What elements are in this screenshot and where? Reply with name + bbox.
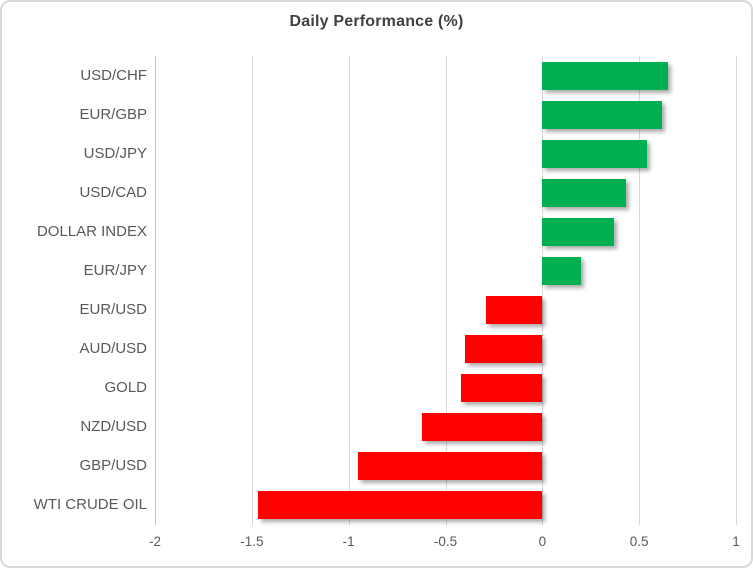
bar-gbp-usd bbox=[358, 452, 543, 481]
bar-eur-jpy bbox=[542, 256, 582, 285]
gridline--2 bbox=[155, 56, 156, 525]
bar-usd-chf bbox=[542, 61, 669, 90]
category-label-usd-chf: USD/CHF bbox=[80, 66, 147, 84]
category-axis: USD/CHF EUR/GBP USD/JPY USD/CAD DOLLAR INDEX… bbox=[2, 56, 147, 525]
gridline-1 bbox=[736, 56, 737, 525]
bar-wti-crude-oil bbox=[257, 491, 543, 520]
category-label-gbp-usd: GBP/USD bbox=[79, 457, 147, 475]
bar-aud-usd bbox=[464, 335, 543, 364]
category-label-usd-jpy: USD/JPY bbox=[83, 144, 147, 162]
category-label-usd-cad: USD/CAD bbox=[79, 183, 147, 201]
category-label-eur-usd: EUR/USD bbox=[79, 301, 147, 319]
x-tick-label-0: 0 bbox=[538, 534, 547, 549]
x-tick-label-1: 1 bbox=[732, 534, 740, 549]
bar-usd-cad bbox=[542, 178, 626, 207]
gridline--1 bbox=[348, 56, 350, 525]
x-tick-label-0-5: -0.5 bbox=[433, 534, 458, 549]
category-label-eur-gbp: EUR/GBP bbox=[79, 105, 147, 123]
bar-gold bbox=[460, 374, 543, 403]
gridline--1.5 bbox=[251, 56, 253, 525]
bar-dollar-index bbox=[542, 217, 614, 246]
category-label-eur-jpy: EUR/JPY bbox=[83, 261, 147, 279]
plot-area bbox=[155, 56, 737, 525]
bar-eur-usd bbox=[486, 296, 543, 325]
chart-title: Daily Performance (%) bbox=[289, 13, 464, 30]
x-tick-label-1: -1 bbox=[342, 534, 355, 549]
category-label-nzd-usd: NZD/USD bbox=[80, 418, 147, 436]
bar-eur-gbp bbox=[542, 100, 663, 129]
x-tick-label-2: -2 bbox=[148, 534, 162, 549]
category-label-gold: GOLD bbox=[104, 379, 147, 397]
category-label-wti-crude-oil: WTI CRUDE OIL bbox=[33, 496, 147, 514]
x-tick-label-0-5: 0.5 bbox=[629, 534, 649, 549]
gridline--0.5 bbox=[445, 56, 447, 525]
bar-usd-jpy bbox=[542, 139, 647, 168]
gridline-0.5 bbox=[639, 56, 641, 525]
bar-nzd-usd bbox=[422, 413, 543, 442]
category-label-aud-usd: AUD/USD bbox=[79, 340, 147, 358]
category-label-dollar-index: DOLLAR INDEX bbox=[36, 222, 147, 240]
gridline-0 bbox=[542, 56, 544, 525]
x-tick-label-1-5: -1.5 bbox=[240, 534, 264, 549]
